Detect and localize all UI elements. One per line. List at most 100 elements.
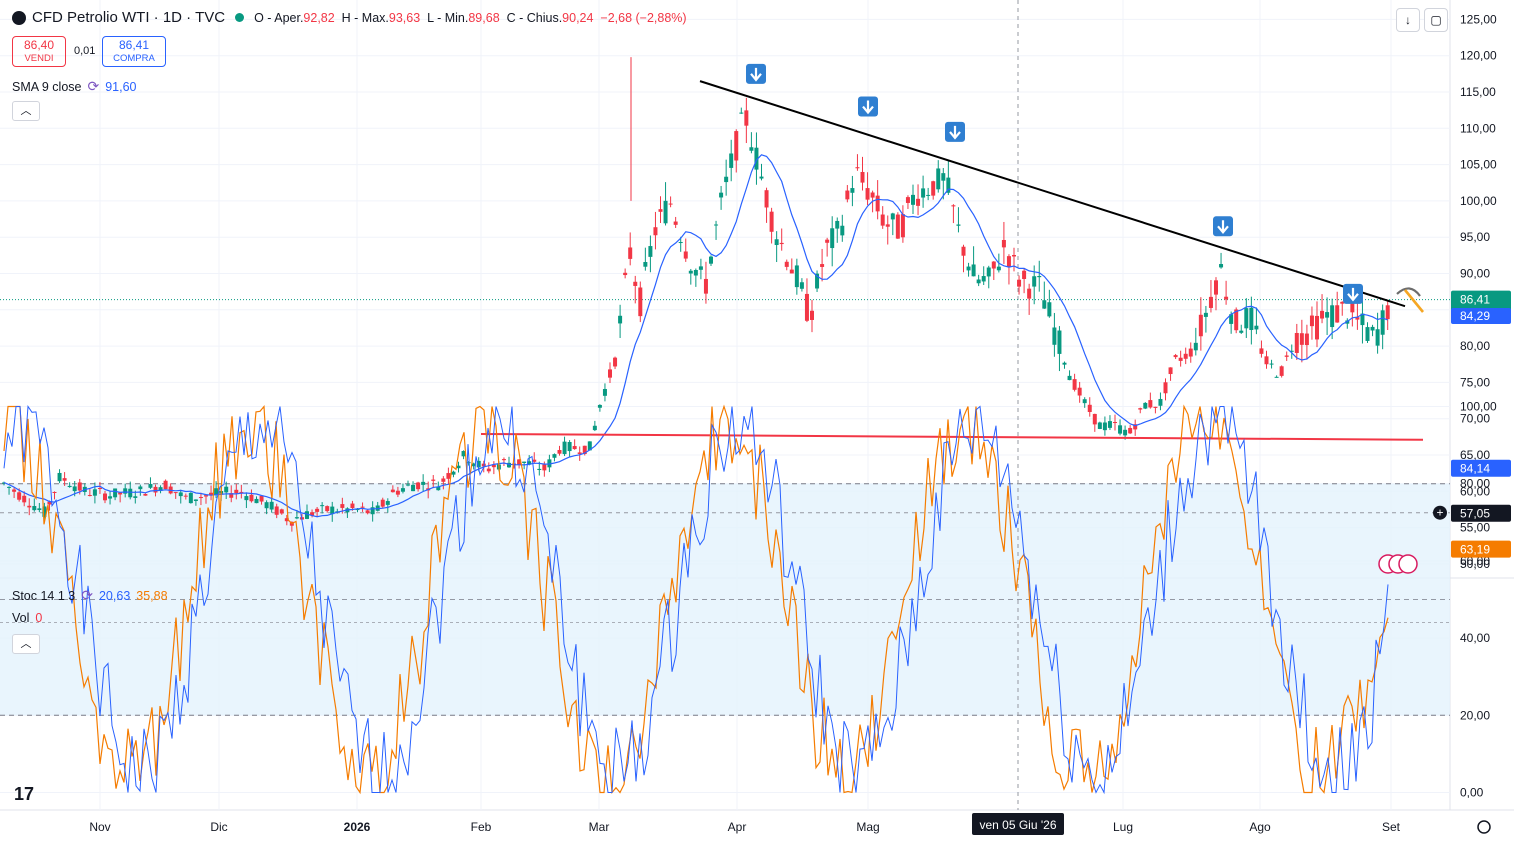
maximize-pane-button[interactable]: ▢ — [1424, 8, 1448, 32]
candle-body — [895, 214, 900, 239]
price-tick-label: 125,00 — [1460, 12, 1497, 26]
sell-button[interactable]: 86,40 VENDI — [12, 36, 66, 67]
stoch-d-badge-bg — [1451, 540, 1511, 558]
buy-button[interactable]: 86,41 COMPRA — [102, 36, 166, 67]
candle-body — [941, 173, 946, 181]
trendline[interactable] — [699, 80, 1406, 308]
candle-body — [87, 495, 92, 497]
candle-body — [1289, 350, 1294, 352]
candle-body — [350, 503, 355, 509]
time-tick-label: Dic — [210, 820, 227, 834]
candle-body — [1158, 398, 1163, 406]
candle-body — [1380, 310, 1385, 335]
stoch-tick-label: 80,00 — [1460, 477, 1490, 491]
candle-body — [471, 463, 476, 467]
candle-body — [1203, 312, 1208, 317]
candle-body — [400, 488, 405, 492]
candle-body — [1062, 362, 1067, 365]
candle-body — [1320, 310, 1325, 319]
candle-body — [587, 441, 592, 451]
candle-body — [1279, 366, 1284, 376]
candle-body — [557, 449, 562, 454]
candle-body — [602, 388, 607, 396]
candle-body — [608, 369, 612, 378]
collapse-pane-button[interactable]: ︿ — [12, 634, 40, 654]
candle-body — [1087, 404, 1092, 413]
add-alert-icon[interactable] — [1433, 505, 1447, 520]
candle-body — [365, 510, 370, 514]
candle-body — [996, 266, 1001, 271]
candle-body — [971, 264, 976, 277]
candle-body — [491, 464, 496, 468]
sma-label: SMA 9 close — [12, 79, 82, 94]
candle-body — [577, 452, 582, 454]
candle-body — [633, 281, 638, 286]
candle-body — [204, 495, 208, 497]
candle-body — [390, 489, 395, 493]
candle-body — [1123, 429, 1128, 436]
candle-body — [67, 485, 72, 488]
candle-body — [1309, 315, 1314, 327]
candle-body — [188, 492, 193, 504]
candle-body — [1304, 333, 1309, 346]
stoch-legend[interactable]: Stoc 14 1 3 ⟳ 20,63 35,88 — [12, 587, 168, 604]
candle-body — [1350, 302, 1355, 313]
stoch-d-badge-value: 63,19 — [1460, 543, 1490, 557]
collapse-legend-button[interactable]: ︿ — [12, 101, 40, 121]
candle-body — [830, 228, 835, 249]
candle-body — [693, 269, 698, 276]
candle-body — [754, 147, 759, 170]
price-tick-label: 65,00 — [1460, 448, 1490, 462]
price-tick-label: 100,00 — [1460, 194, 1497, 208]
candle-body — [880, 214, 885, 226]
candle-body — [47, 501, 52, 505]
economic-events-icon[interactable] — [1378, 554, 1418, 574]
candle-body — [1082, 399, 1087, 404]
price-tick-label: 60,00 — [1460, 484, 1490, 498]
candle-body — [991, 261, 996, 269]
candle-body — [911, 194, 915, 205]
stoch-d-badge — [1451, 540, 1511, 558]
symbol-title[interactable]: CFD Petrolio WTI · 1D · TVC — [32, 9, 226, 26]
candle-body — [456, 465, 461, 469]
move-pane-down-button[interactable]: ↓ — [1396, 8, 1420, 32]
candle-body — [17, 492, 22, 500]
candle-body — [709, 256, 713, 264]
crosshair-price-badge — [1451, 504, 1511, 522]
stoch-k-value: 20,63 — [98, 588, 131, 603]
stoch-k-badge — [1451, 459, 1511, 477]
candle-body — [92, 489, 97, 496]
refresh-icon[interactable]: ⟳ — [87, 78, 100, 94]
vol-legend[interactable]: Vol 0 — [12, 611, 42, 625]
candle-body — [618, 315, 623, 324]
candle-body — [653, 227, 658, 236]
vol-label: Vol — [12, 611, 30, 625]
candle-body — [507, 462, 511, 468]
candle-body — [547, 459, 552, 468]
candle-body — [1067, 375, 1072, 381]
candle-body — [527, 461, 532, 465]
candle-body — [759, 176, 764, 179]
candle-body — [431, 479, 436, 481]
support-line[interactable] — [480, 432, 1424, 441]
candle-body — [698, 266, 703, 270]
market-status-icon — [235, 13, 245, 22]
refresh-icon[interactable]: ⟳ — [81, 587, 93, 603]
candle-body — [714, 224, 719, 226]
candle-body — [1027, 288, 1032, 299]
candle-body — [966, 266, 971, 271]
candle-body — [537, 468, 542, 470]
candle-body — [668, 203, 673, 205]
candle-body — [1057, 330, 1062, 354]
candle-body — [173, 492, 178, 494]
candle-body — [113, 488, 118, 498]
candle-body — [1133, 424, 1138, 430]
candle-body — [774, 239, 779, 246]
time-tick-label: Apr — [728, 820, 747, 834]
sma-legend[interactable]: SMA 9 close ⟳ 91,60 — [12, 78, 137, 95]
candle-body — [885, 224, 890, 227]
candle-body — [320, 505, 325, 507]
settings-icon[interactable] — [1477, 820, 1491, 834]
candle-body — [769, 211, 774, 232]
